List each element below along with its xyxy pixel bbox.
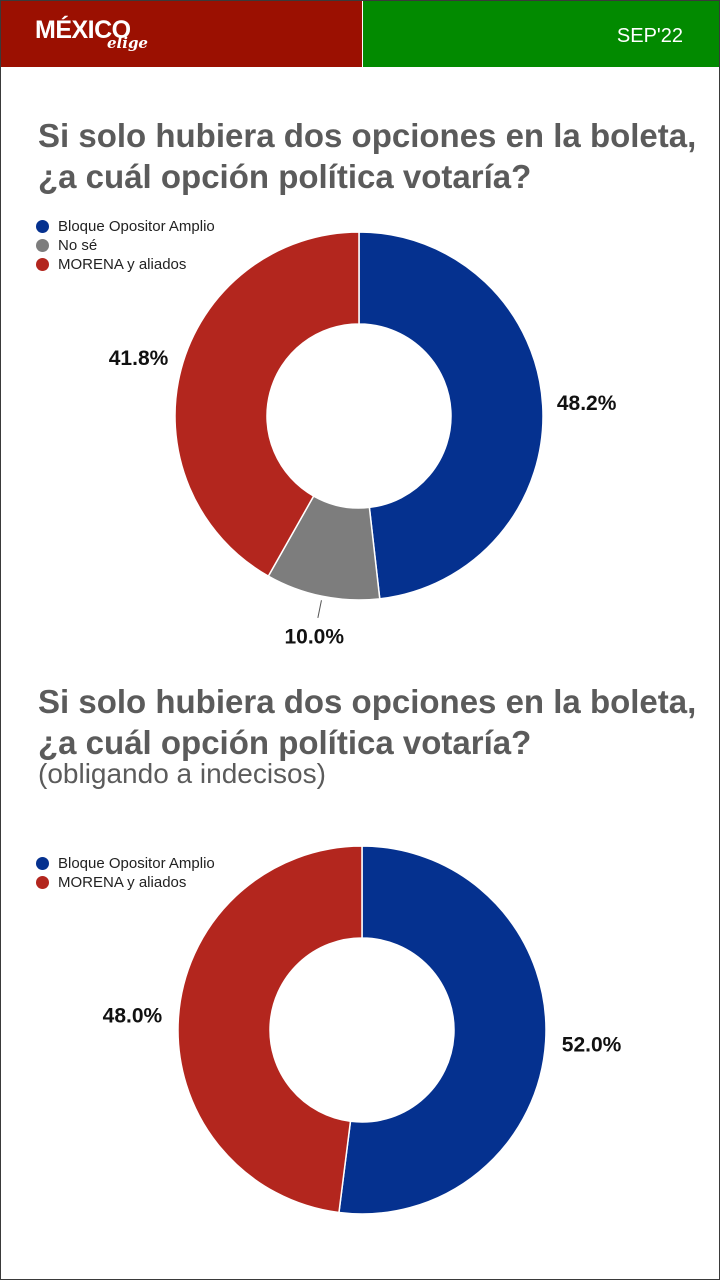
chart1-title-line1: Si solo hubiera dos opciones en la bolet… [38,117,697,154]
chart1-title-line2: ¿a cuál opción política votaría? [38,158,532,195]
chart1-title: Si solo hubiera dos opciones en la bolet… [38,115,696,197]
chart2-legend-item-bloque-opositor-amplio: Bloque Opositor Amplio [36,854,215,873]
chart2-data-label-morena-y-aliados: 48.0% [103,1005,163,1028]
legend-label: MORENA y aliados [58,874,187,891]
legend-swatch [36,258,49,271]
chart2-title-line2: ¿a cuál opción política votaría? [38,724,532,761]
legend-label: Bloque Opositor Amplio [58,855,215,872]
header-date: SEP'22 [616,25,683,47]
header-date-block: SEP'22 [363,1,719,67]
chart2-subtitle: (obligando a indecisos) [38,758,326,789]
chart1-slice-morena-y-aliados [174,231,360,578]
chart1-legend-item-morena-y-aliados: MORENA y aliados [36,255,215,274]
chart1-donut: 48.2% 10.0% 41.8% [109,231,617,648]
header-brand-block: MÉXICO elige [1,1,362,67]
chart1-leader-no-se [317,600,322,618]
legend-swatch [36,857,49,870]
chart1-slice-bloque-opositor-amplio [358,231,544,600]
legend-label: MORENA y aliados [58,256,187,273]
chart2-slice-bloque-opositor-amplio [338,845,547,1215]
chart1-data-label-no-se: 10.0% [284,625,344,648]
chart2-title: Si solo hubiera dos opciones en la bolet… [38,681,696,763]
chart2-data-label-bloque-opositor-amplio: 52.0% [562,1033,622,1056]
chart2-legend-item-morena-y-aliados: MORENA y aliados [36,873,215,892]
chart1-data-label-morena-y-aliados: 41.8% [109,347,169,370]
chart2-slice-morena-y-aliados [177,845,363,1214]
chart1-legend: Bloque Opositor Amplio No sé MORENA y alia… [36,217,215,274]
legend-label: No sé [58,237,98,254]
chart1-legend-item-no-se: No sé [36,236,215,255]
legend-swatch [36,876,49,889]
logo-main-text: MÉXICO [35,16,131,44]
chart1-data-label-bloque-opositor-amplio: 48.2% [557,392,617,415]
legend-label: Bloque Opositor Amplio [58,218,215,235]
chart2-title-line1: Si solo hubiera dos opciones en la bolet… [38,683,697,720]
legend-swatch [36,239,49,252]
chart1-legend-item-bloque-opositor-amplio: Bloque Opositor Amplio [36,217,215,236]
chart2-legend: Bloque Opositor Amplio MORENA y aliados [36,854,215,892]
header: MÉXICO elige SEP'22 [1,1,719,67]
legend-swatch [36,220,49,233]
logo-sub-text: elige [107,34,148,52]
